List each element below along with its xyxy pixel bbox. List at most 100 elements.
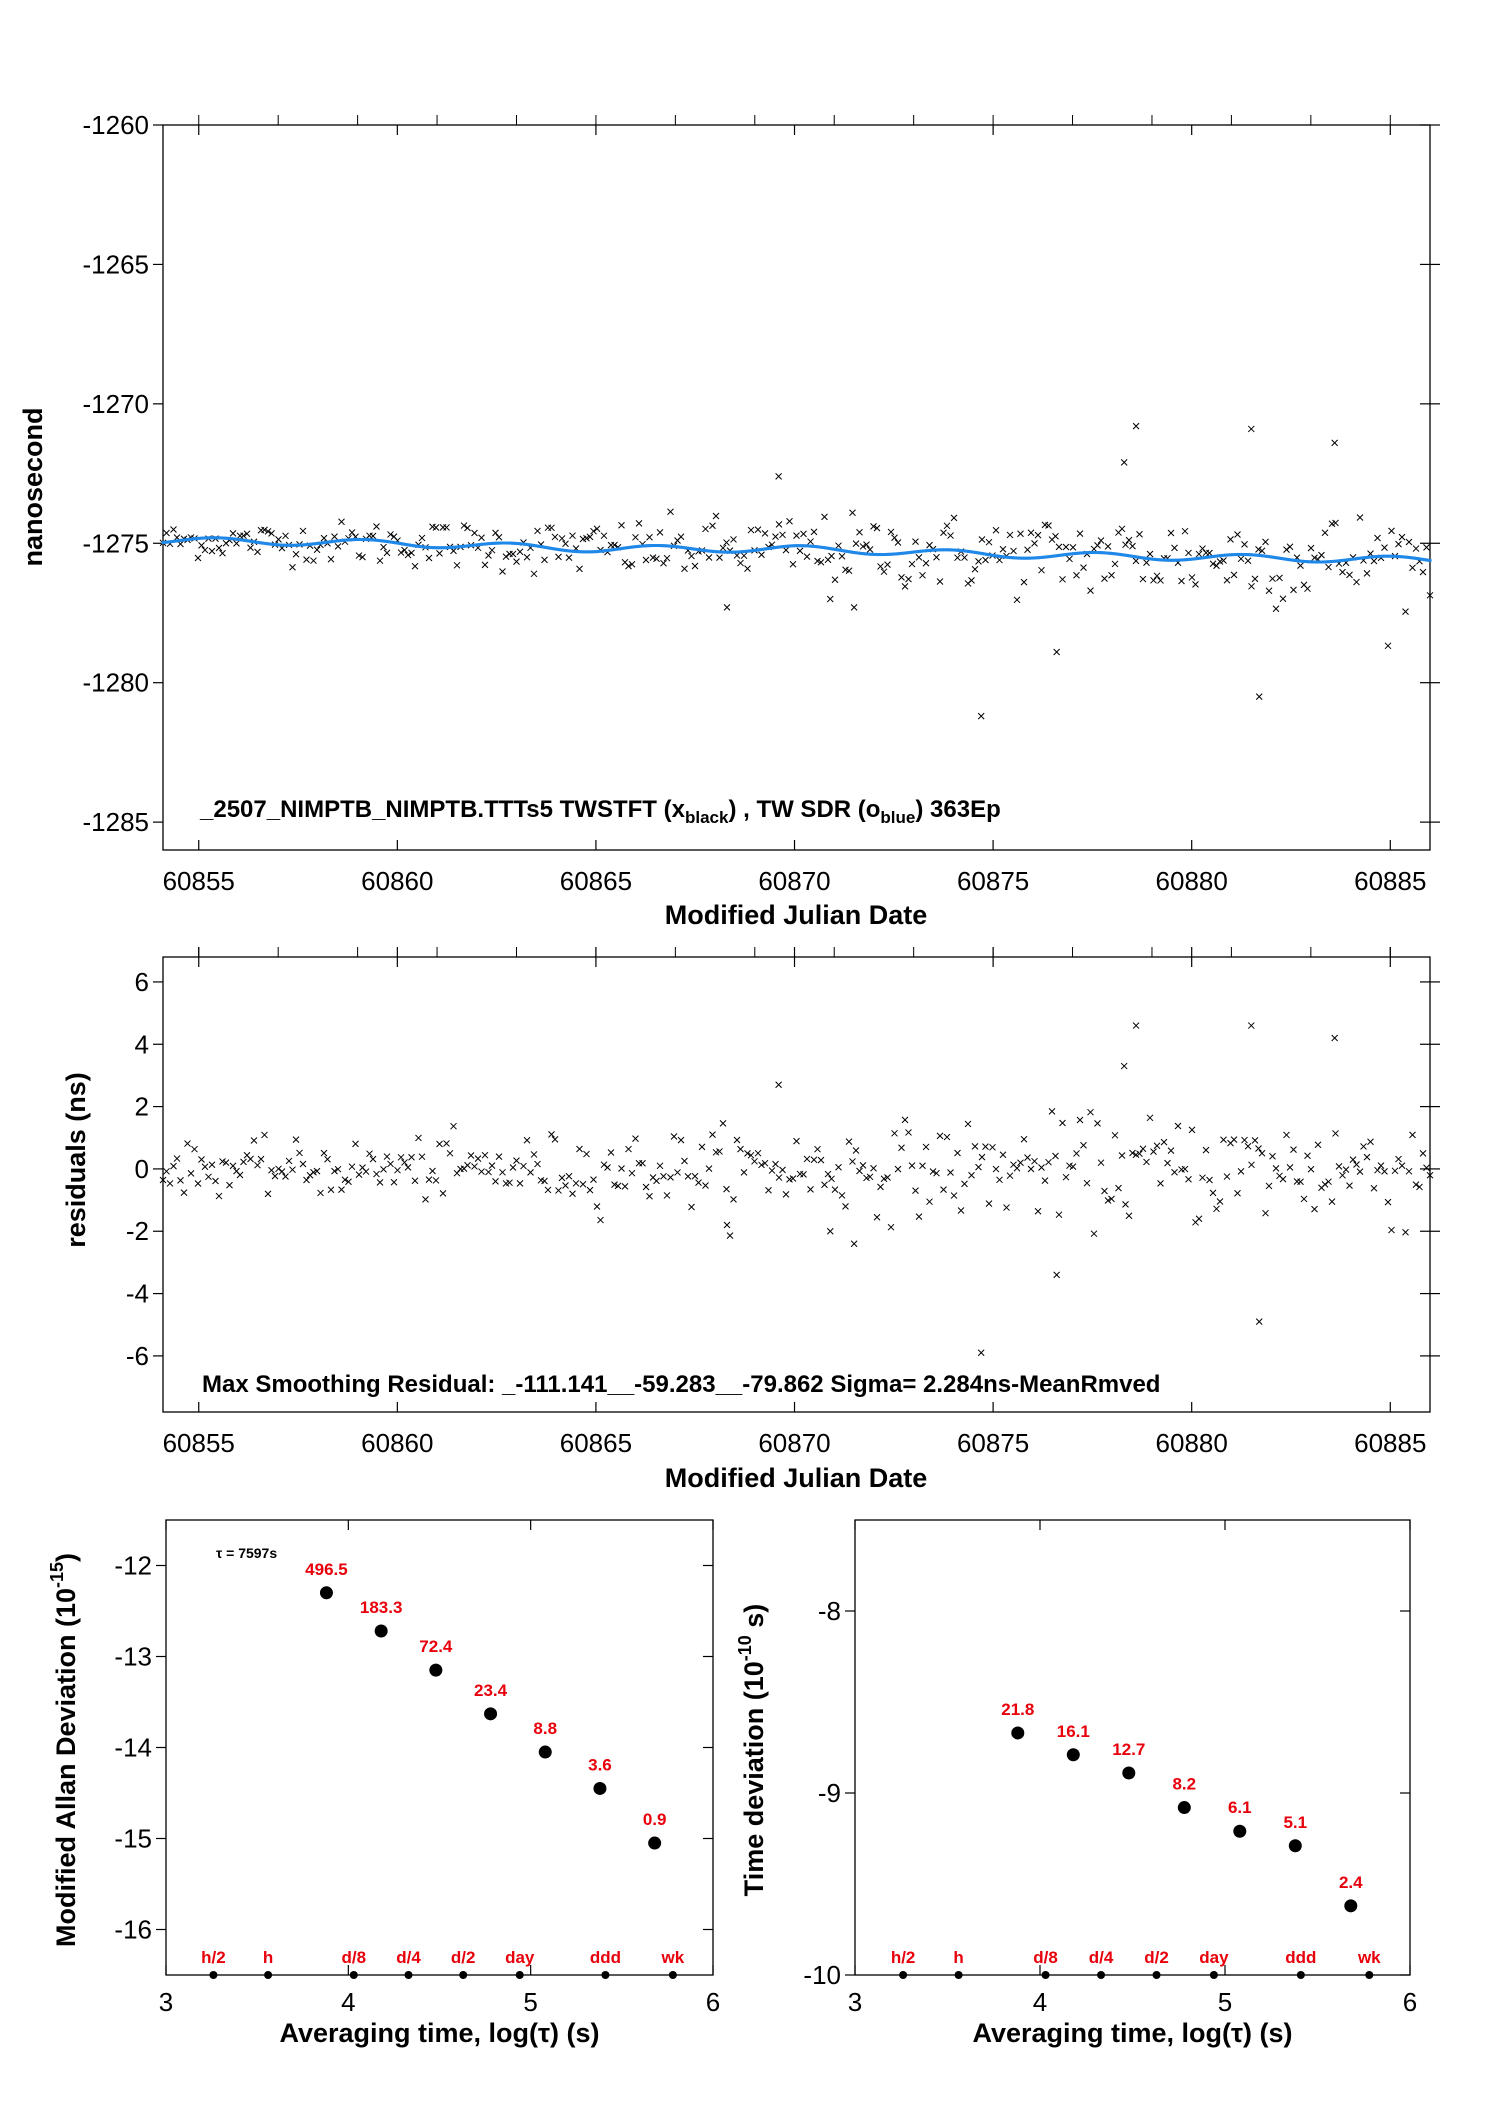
data-point (730, 1195, 737, 1203)
data-point (1131, 554, 1135, 558)
x-tick-label: 6 (1403, 1987, 1417, 2017)
data-point (423, 545, 427, 549)
data-point (1010, 547, 1017, 555)
data-point (215, 544, 223, 552)
data-point (982, 552, 986, 556)
data-point (890, 552, 894, 556)
data-point (1250, 553, 1254, 557)
data-point (350, 538, 354, 542)
tau-marker-label: d/4 (396, 1948, 421, 1967)
data-point (492, 1177, 499, 1185)
data-point (1197, 556, 1201, 560)
data-point (807, 538, 814, 545)
y-tick-label: -2 (126, 1216, 149, 1246)
data-point (1132, 422, 1140, 430)
data-point (803, 1155, 811, 1163)
data-point (915, 554, 923, 561)
data-point (390, 1178, 398, 1186)
data-point (385, 539, 389, 543)
data-point (989, 1143, 996, 1151)
data-point (723, 1185, 730, 1193)
data-point (839, 548, 843, 552)
data-point (1391, 554, 1395, 558)
data-point (1220, 557, 1227, 564)
data-point (1122, 553, 1126, 557)
data-point (551, 533, 559, 541)
data-point (280, 543, 284, 547)
data-point (761, 530, 769, 537)
data-point (535, 544, 539, 548)
data-point (643, 544, 647, 548)
data-point (1405, 538, 1413, 546)
y-tick-label: -15 (114, 1824, 152, 1854)
data-point (723, 1221, 731, 1229)
data-point (556, 547, 560, 551)
data-point (838, 552, 846, 560)
data-point (1306, 560, 1310, 564)
data-point (425, 1176, 433, 1183)
data-point (1056, 554, 1060, 558)
data-point (710, 549, 714, 553)
data-point (762, 547, 766, 551)
data-point (502, 553, 510, 561)
data-point (1030, 556, 1034, 560)
data-point (338, 539, 342, 543)
data-point (826, 1227, 834, 1235)
data-point (509, 541, 513, 545)
data-point (932, 548, 936, 552)
data-point (1155, 558, 1159, 562)
data-point (257, 541, 261, 545)
data-point (1241, 541, 1248, 548)
data-point (1087, 551, 1091, 555)
data-point (163, 1167, 170, 1175)
data-point (1272, 605, 1280, 613)
y-tick-label: -1270 (83, 389, 150, 419)
data-point (572, 549, 576, 553)
data-point (229, 530, 237, 537)
data-point (549, 546, 553, 550)
data-point (1297, 1178, 1304, 1186)
data-point (698, 548, 702, 552)
data-point (1031, 539, 1038, 547)
data-point (648, 1836, 662, 1850)
data-point (376, 1179, 384, 1186)
data-point (576, 1145, 583, 1153)
data-point (1402, 1228, 1409, 1236)
data-point (1113, 552, 1117, 556)
data-point (718, 550, 722, 554)
data-point (810, 1156, 818, 1164)
data-point (1390, 554, 1394, 558)
annotation-part: black (685, 808, 729, 827)
data-point (1346, 571, 1353, 579)
tau-marker-label: ddd (1285, 1948, 1316, 1967)
data-point (1419, 557, 1423, 561)
data-point (240, 1158, 247, 1166)
data-point (607, 548, 611, 552)
tau-marker (1097, 1971, 1106, 1979)
data-point (1133, 555, 1137, 559)
data-point (947, 1169, 954, 1176)
annotation-part: blue (880, 808, 915, 827)
data-point (1425, 558, 1429, 562)
data-point (278, 543, 282, 547)
y-axis-label-sup: -15 (47, 1562, 67, 1588)
data-point (1106, 551, 1110, 555)
x-tick-label: 60865 (560, 1428, 632, 1458)
data-point (227, 537, 231, 541)
data-point (1041, 1177, 1049, 1184)
data-point (869, 552, 873, 556)
data-point (1044, 555, 1048, 559)
data-point (1388, 527, 1395, 535)
data-point (865, 552, 869, 556)
data-point (1162, 558, 1166, 562)
data-point (408, 549, 415, 557)
data-point (1372, 555, 1376, 559)
data-point (1276, 556, 1280, 560)
data-point (1070, 552, 1074, 556)
tau-marker-label: wk (1357, 1948, 1381, 1967)
data-point (299, 527, 307, 535)
data-point (498, 541, 502, 545)
data-point (1124, 553, 1128, 557)
data-point (1101, 575, 1108, 582)
data-point (565, 554, 573, 562)
